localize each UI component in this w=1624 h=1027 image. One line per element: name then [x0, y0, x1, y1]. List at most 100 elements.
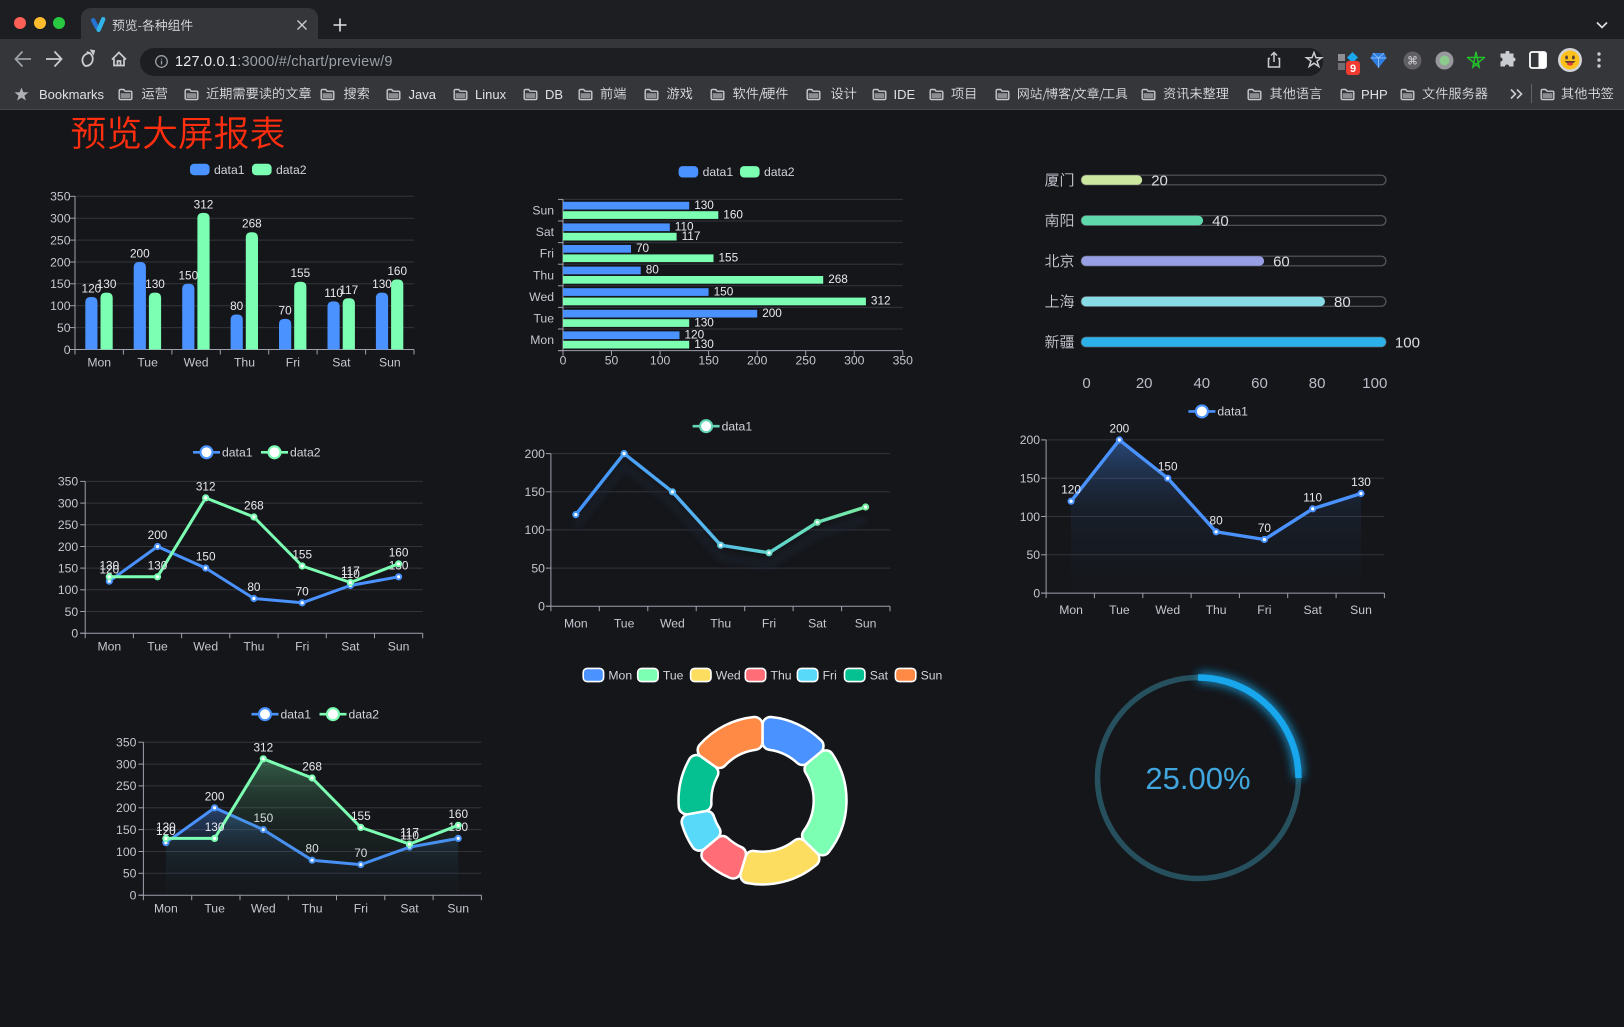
svg-text:150: 150: [196, 550, 216, 564]
svg-text:268: 268: [302, 760, 322, 774]
svg-text:20: 20: [1151, 172, 1168, 189]
svg-text:Tue: Tue: [147, 640, 168, 654]
svg-text:120: 120: [1061, 483, 1081, 497]
svg-text:Fri: Fri: [540, 247, 554, 261]
svg-text:Fri: Fri: [295, 640, 309, 654]
svg-text:160: 160: [448, 807, 468, 821]
svg-text:200: 200: [762, 306, 782, 320]
svg-text:300: 300: [116, 757, 137, 771]
svg-text:130: 130: [97, 277, 117, 291]
svg-text:Wed: Wed: [1155, 603, 1180, 617]
svg-text:Thu: Thu: [771, 669, 792, 683]
svg-text:350: 350: [116, 736, 137, 750]
svg-text:Thu: Thu: [533, 268, 554, 282]
svg-text:200: 200: [747, 354, 768, 368]
svg-text:Mon: Mon: [530, 333, 554, 347]
svg-text:50: 50: [605, 354, 619, 368]
svg-text:350: 350: [58, 475, 79, 489]
svg-text:Thu: Thu: [302, 902, 323, 916]
svg-text:312: 312: [194, 197, 214, 211]
svg-text:130: 130: [372, 277, 392, 291]
svg-text:80: 80: [646, 263, 660, 277]
svg-text:117: 117: [341, 564, 360, 578]
svg-text:117: 117: [682, 229, 701, 243]
svg-text:110: 110: [1303, 490, 1322, 504]
svg-text:150: 150: [714, 284, 734, 298]
svg-text:120: 120: [99, 563, 119, 577]
svg-text:Thu: Thu: [710, 616, 731, 630]
svg-text:120: 120: [156, 824, 176, 838]
svg-text:200: 200: [50, 255, 71, 269]
svg-text:Wed: Wed: [193, 640, 218, 654]
svg-text:130: 130: [99, 558, 119, 572]
svg-text:300: 300: [50, 212, 71, 226]
svg-text:data1: data1: [281, 708, 312, 722]
svg-text:250: 250: [50, 233, 71, 247]
svg-text:70: 70: [1258, 521, 1272, 535]
svg-text:300: 300: [58, 496, 79, 510]
svg-text:250: 250: [58, 518, 79, 532]
svg-text:350: 350: [50, 190, 71, 204]
svg-text:Sun: Sun: [1350, 603, 1372, 617]
svg-text:60: 60: [1273, 253, 1290, 270]
svg-text:350: 350: [893, 354, 914, 368]
svg-text:Wed: Wed: [660, 616, 685, 630]
svg-text:Mon: Mon: [154, 902, 178, 916]
svg-text:40: 40: [1193, 375, 1210, 392]
svg-text:150: 150: [58, 561, 79, 575]
svg-text:150: 150: [1020, 472, 1041, 486]
svg-text:Mon: Mon: [608, 669, 632, 683]
svg-text:200: 200: [130, 247, 150, 261]
svg-text:312: 312: [253, 740, 273, 754]
svg-text:Fri: Fri: [1257, 603, 1271, 617]
svg-text:Tue: Tue: [533, 312, 554, 326]
svg-text:110: 110: [341, 567, 360, 581]
svg-text:Tue: Tue: [663, 669, 684, 683]
svg-text:80: 80: [230, 299, 244, 313]
svg-text:Sun: Sun: [532, 204, 554, 218]
svg-text:data2: data2: [764, 165, 795, 179]
svg-text:Tue: Tue: [1109, 603, 1130, 617]
svg-text:155: 155: [351, 809, 371, 823]
svg-text:110: 110: [324, 286, 343, 300]
svg-text:80: 80: [1334, 294, 1351, 311]
svg-text:data2: data2: [290, 446, 321, 460]
svg-text:70: 70: [279, 303, 293, 317]
svg-text:Sun: Sun: [855, 616, 877, 630]
svg-text:50: 50: [1027, 548, 1041, 562]
svg-text:150: 150: [116, 823, 137, 837]
svg-text:150: 150: [178, 268, 198, 282]
svg-text:50: 50: [531, 561, 545, 575]
svg-text:0: 0: [560, 354, 567, 368]
svg-text:Sat: Sat: [1304, 603, 1323, 617]
svg-text:50: 50: [57, 321, 71, 335]
svg-text:130: 130: [148, 558, 168, 572]
svg-text:Sat: Sat: [870, 669, 889, 683]
svg-text:data1: data1: [722, 420, 753, 434]
svg-text:268: 268: [242, 217, 262, 231]
svg-text:data2: data2: [276, 163, 307, 177]
svg-text:Sat: Sat: [808, 616, 827, 630]
svg-text:200: 200: [116, 801, 137, 815]
svg-text:150: 150: [1158, 460, 1178, 474]
svg-text:250: 250: [116, 779, 137, 793]
svg-text:data1: data1: [222, 446, 253, 460]
svg-text:100: 100: [1020, 510, 1041, 524]
svg-text:130: 130: [1351, 475, 1371, 489]
svg-text:Mon: Mon: [97, 640, 121, 654]
svg-text:117: 117: [400, 826, 419, 840]
svg-text:100: 100: [58, 583, 79, 597]
svg-text:data1: data1: [703, 165, 734, 179]
svg-text:Tue: Tue: [614, 616, 635, 630]
svg-text:50: 50: [123, 867, 137, 881]
svg-text:Fri: Fri: [354, 902, 368, 916]
svg-text:20: 20: [1136, 375, 1153, 392]
svg-text:Sat: Sat: [332, 356, 351, 370]
svg-text:Fri: Fri: [762, 616, 776, 630]
svg-text:0: 0: [64, 343, 71, 357]
svg-text:Wed: Wed: [716, 669, 741, 683]
svg-text:data2: data2: [349, 708, 380, 722]
svg-text:155: 155: [290, 266, 310, 280]
svg-text:100: 100: [650, 354, 671, 368]
svg-text:312: 312: [196, 479, 216, 493]
